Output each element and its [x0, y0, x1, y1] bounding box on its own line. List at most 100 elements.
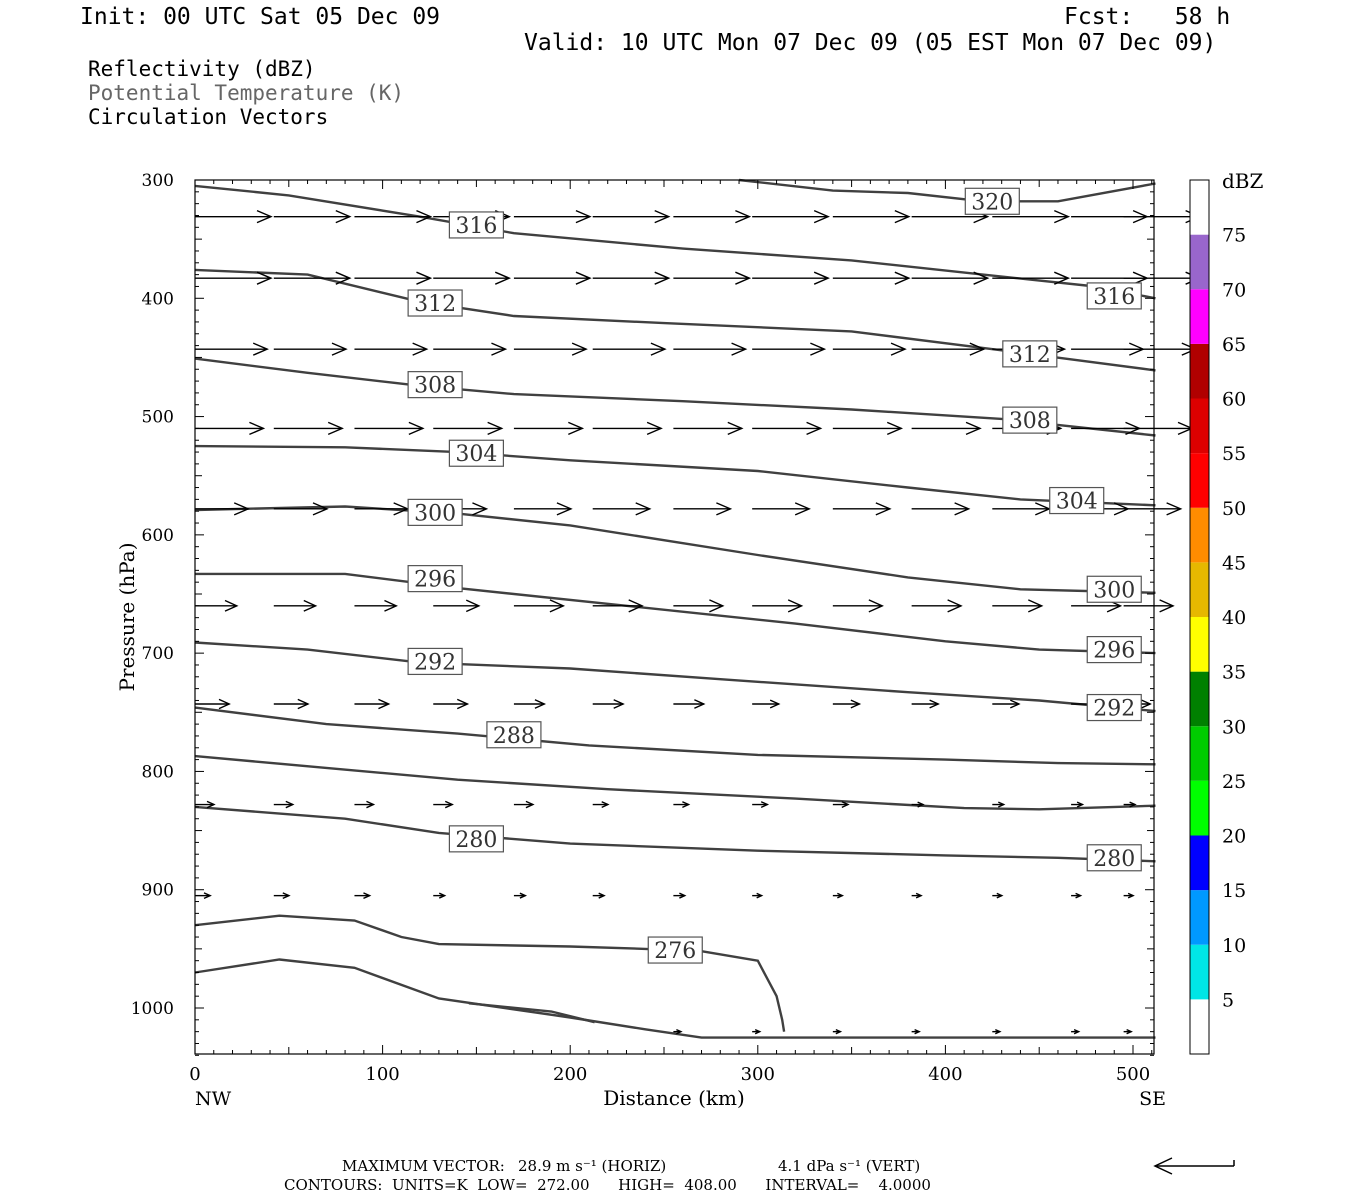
vector-layer	[195, 210, 1202, 1035]
vector-head-7-4	[525, 800, 535, 809]
contour-label-316-0: 316	[455, 214, 497, 239]
contour-label-box-280-0	[448, 825, 504, 853]
vector-head-1-8	[894, 271, 911, 285]
colorbar: dBZ 5 10 15 20 25 30 35 40 45 50 55 60 65 70 75	[1189, 169, 1264, 1055]
vector-head-8-9	[915, 892, 923, 899]
contour-288-8	[194, 706, 1156, 766]
vector-head-6-4	[534, 699, 547, 709]
vector-head-0-10	[1054, 210, 1071, 224]
vector-head-5-3	[465, 599, 481, 613]
x-axis-label: Distance (km)	[603, 1086, 745, 1110]
contour-label-300-1: 300	[1093, 578, 1135, 603]
vector-head-6-3	[456, 698, 470, 710]
colorbar-segment-7	[1190, 617, 1209, 672]
vector-head-3-2	[408, 421, 425, 436]
colorbar-label-45: 45	[1222, 552, 1246, 574]
vector-head-6-9	[929, 699, 940, 709]
vector-head-4-9	[954, 502, 971, 516]
colorbar-label-55: 55	[1222, 443, 1246, 465]
vector-head-7-2	[366, 800, 376, 809]
vector-head-8-11	[1075, 892, 1083, 899]
vector-head-7-7	[760, 801, 770, 808]
vector-head-8-10	[996, 892, 1004, 899]
vector-head-7-6	[682, 801, 691, 808]
contour-label-280-1: 280	[1093, 847, 1135, 872]
colorbar-segment-15	[1190, 180, 1209, 235]
contour-label-box-300-1	[1086, 575, 1142, 603]
contour-label-box-308-1	[1002, 406, 1058, 434]
colorbar-segment-8	[1190, 562, 1209, 617]
vector-head-2-1	[331, 342, 348, 356]
contour-label-280-0: 280	[455, 828, 497, 853]
x-tick-label-300: 300	[741, 1064, 775, 1085]
contour-312-2	[194, 268, 1156, 372]
forecast-hour: Fcst: 58 h	[1064, 4, 1231, 30]
colorbar-segment-10	[1190, 453, 1209, 508]
colorbar-label-25: 25	[1222, 771, 1246, 793]
y-tick-label-700: 700	[142, 644, 174, 664]
vector-head-8-6	[679, 892, 687, 899]
colorbar-label-65: 65	[1222, 334, 1246, 356]
vector-head-5-7	[787, 599, 804, 613]
contour-label-304-0: 304	[455, 442, 497, 467]
contour-280-10	[194, 805, 1156, 863]
contour-label-316-1: 316	[1093, 285, 1135, 310]
contour-label-layer: 320 316 316 312 312 308 308 304 304 300 300 296 296 2…	[407, 187, 1142, 964]
init-time: Init: 00 UTC Sat 05 Dec 09	[80, 4, 441, 30]
vector-head-4-1	[312, 502, 329, 516]
colorbar-label-75: 75	[1222, 225, 1246, 247]
vector-head-1-10	[1054, 271, 1071, 285]
contour-label-box-304-0	[448, 439, 504, 467]
vector-head-9-10	[995, 1028, 1002, 1035]
contour-segment-13	[468, 1002, 595, 1024]
vector-head-0-2	[416, 210, 433, 224]
y-tick-label-800: 800	[142, 762, 174, 782]
vector-head-8-7	[756, 892, 764, 899]
vector-head-4-12	[1166, 502, 1183, 516]
vector-head-8-5	[598, 892, 606, 899]
contour-label-312-1: 312	[1009, 343, 1051, 368]
vector-head-5-2	[384, 599, 398, 612]
vector-head-7-12	[1129, 801, 1137, 808]
vector-head-6-5	[613, 699, 625, 709]
vector-head-6-12	[1141, 699, 1152, 709]
vector-head-6-8	[850, 699, 862, 709]
colorbar-frame	[1189, 179, 1210, 1055]
vector-head-2-7	[810, 342, 827, 356]
vector-head-0-0	[256, 210, 273, 224]
x-end-label-nw: NW	[195, 1088, 232, 1110]
x-tick-label-500: 500	[1116, 1064, 1150, 1085]
vector-head-2-2	[412, 342, 429, 356]
contour-label-288-0: 288	[493, 724, 535, 749]
vector-head-4-0	[233, 502, 250, 516]
max-vector-horiz: 28.9 m s⁻¹ (HORIZ)	[518, 1157, 667, 1175]
vector-head-8-4	[519, 892, 528, 899]
vector-head-4-6	[716, 502, 733, 516]
contour-label-308-0: 308	[414, 374, 456, 399]
vector-head-2-9	[969, 342, 986, 356]
contour-296-6	[195, 572, 1156, 655]
contour-308-3	[194, 357, 1156, 437]
vector-head-0-4	[575, 210, 592, 224]
contour-label-308-1: 308	[1009, 409, 1051, 434]
vector-head-6-10	[1010, 699, 1021, 709]
vector-head-7-9	[917, 801, 925, 808]
vector-head-8-12	[1127, 892, 1135, 899]
axis-label-layer: Distance (km) Pressure (hPa) NW SE	[115, 543, 1166, 1110]
contour-label-box-320-0	[964, 187, 1020, 215]
vector-head-1-9	[973, 271, 990, 285]
colorbar-segment-12	[1190, 343, 1209, 399]
contour-label-296-0: 296	[414, 568, 456, 593]
field-reflectivity: Reflectivity (dBZ)	[88, 57, 316, 81]
colorbar-segment-13	[1190, 289, 1209, 344]
colorbar-label-10: 10	[1222, 935, 1246, 957]
contour-320-0	[738, 178, 1156, 203]
vector-head-6-1	[297, 698, 310, 710]
vector-head-3-3	[487, 421, 504, 436]
contour-label-box-292-0	[407, 647, 463, 676]
vector-head-1-0	[256, 271, 273, 285]
x-tick-label-400: 400	[928, 1064, 962, 1085]
y-tick-label-300: 300	[142, 171, 174, 191]
vector-head-1-5	[654, 271, 671, 285]
vector-head-3-5	[646, 421, 663, 436]
